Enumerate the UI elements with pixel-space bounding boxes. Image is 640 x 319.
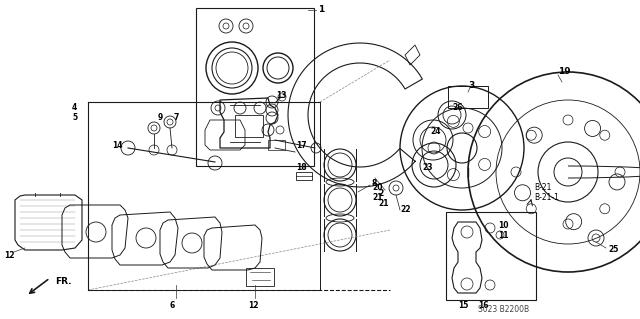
Text: 26: 26 (452, 103, 463, 113)
Text: 21: 21 (372, 194, 383, 203)
Bar (235, 115, 263, 137)
Text: B-21: B-21 (534, 183, 552, 192)
Text: 4: 4 (72, 103, 77, 113)
Bar (246, 268, 274, 286)
Text: 23: 23 (422, 164, 433, 173)
Text: 2: 2 (378, 189, 383, 197)
Text: 1: 1 (318, 5, 324, 14)
Text: 13: 13 (276, 92, 287, 100)
Text: 20: 20 (372, 183, 383, 192)
Bar (196, 8, 314, 166)
Text: 19: 19 (558, 68, 571, 77)
Bar (446, 212, 536, 300)
Text: 16: 16 (478, 300, 488, 309)
Text: 12: 12 (4, 251, 15, 261)
Text: 25: 25 (608, 246, 618, 255)
Text: S023 B2200B: S023 B2200B (478, 306, 529, 315)
Text: 24: 24 (430, 128, 440, 137)
Text: 22: 22 (400, 205, 410, 214)
Text: 9: 9 (158, 114, 163, 122)
Text: 3: 3 (468, 81, 474, 91)
Text: 8: 8 (372, 179, 378, 188)
Bar (296, 172, 312, 180)
Bar (448, 86, 488, 108)
Text: 17: 17 (296, 142, 307, 151)
Text: 12: 12 (248, 301, 259, 310)
Text: 18: 18 (296, 164, 307, 173)
Text: 6: 6 (170, 301, 175, 310)
Bar (88, 102, 320, 290)
Text: B-21-1: B-21-1 (534, 194, 559, 203)
Text: 14: 14 (112, 142, 122, 151)
Text: 21: 21 (378, 198, 388, 207)
Text: 5: 5 (72, 114, 77, 122)
Text: 11: 11 (498, 231, 509, 240)
Text: 15: 15 (458, 300, 468, 309)
Text: 7: 7 (174, 114, 179, 122)
Text: 10: 10 (498, 220, 509, 229)
Text: FR.: FR. (55, 278, 72, 286)
